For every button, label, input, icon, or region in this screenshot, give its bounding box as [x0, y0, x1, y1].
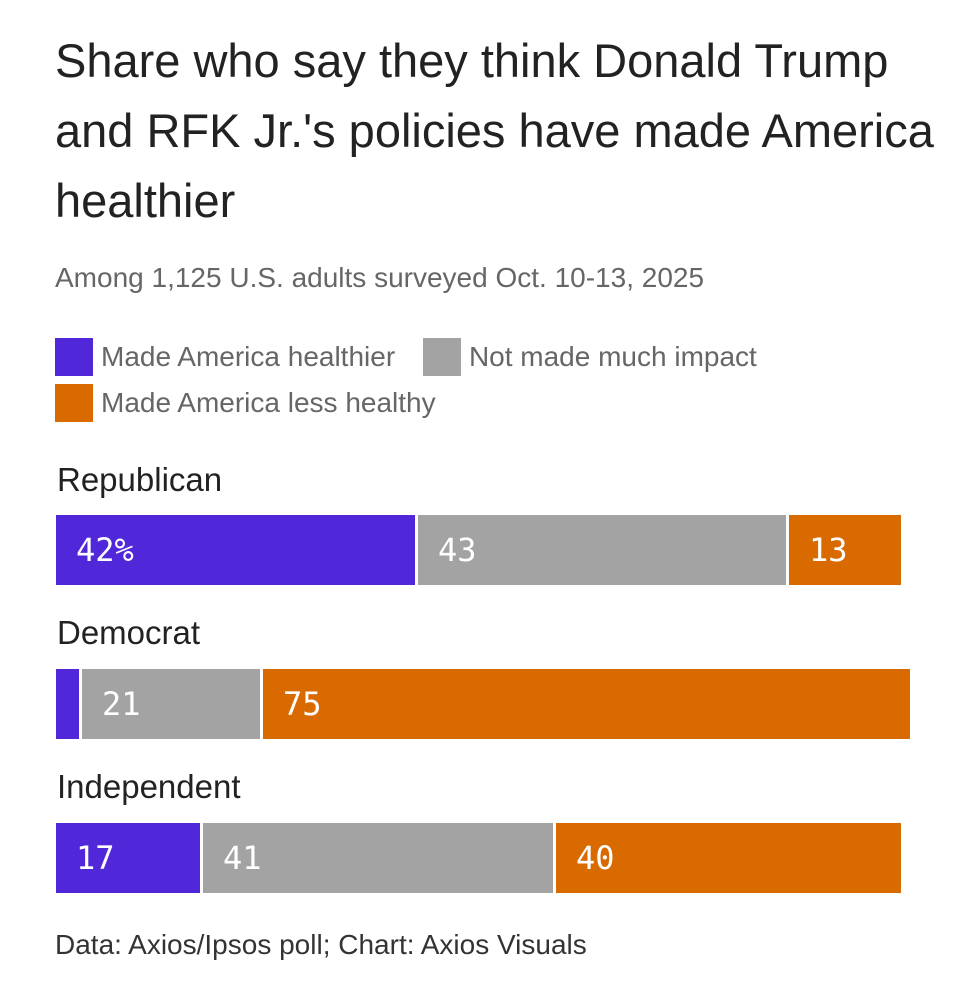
bar-segment-independent-healthier: 17 — [56, 823, 203, 893]
data-label-independent-less-healthy: 40 — [576, 839, 615, 877]
category-label-independent: Independent — [57, 768, 241, 805]
chart-title: Share who say they think Donald Trump an… — [55, 34, 934, 227]
data-label-republican-no-impact: 43 — [438, 531, 477, 569]
legend: Made America healthier Not made much imp… — [55, 334, 815, 426]
legend-swatch-no-impact — [422, 338, 461, 376]
data-label-democrat-less-healthy: 75 — [283, 685, 322, 723]
bar-row-republican: 42% 43 13 — [56, 515, 901, 585]
data-label-republican-less-healthy: 13 — [809, 531, 848, 569]
data-label-republican-healthier: 42% — [76, 531, 134, 569]
category-label-republican: Republican — [57, 461, 223, 498]
bar-segment-republican-healthier: 42% — [56, 515, 418, 585]
legend-label-less-healthy: Made America less healthy — [101, 387, 436, 418]
bar-segment-democrat-healthier — [56, 669, 82, 739]
legend-swatch-less-healthy — [55, 384, 93, 422]
bar-segment-independent-less-healthy: 40 — [556, 823, 901, 893]
legend-swatch-healthier — [55, 338, 93, 376]
bar-segment-democrat-no-impact: 21 — [82, 669, 263, 739]
data-label-independent-no-impact: 41 — [223, 839, 262, 877]
data-label-independent-healthier: 17 — [76, 839, 115, 877]
source-note: Data: Axios/Ipsos poll; Chart: Axios Vis… — [55, 929, 587, 960]
legend-label-healthier: Made America healthier — [101, 341, 396, 372]
bar-row-independent: 17 41 40 — [56, 823, 901, 893]
legend-label-no-impact: Not made much impact — [468, 341, 757, 372]
bar-segment-independent-no-impact: 41 — [203, 823, 556, 893]
bar-segment-republican-less-healthy: 13 — [789, 515, 901, 585]
bar-segment-democrat-less-healthy: 75 — [263, 669, 910, 739]
bar-segment-republican-no-impact: 43 — [418, 515, 789, 585]
legend-item-healthier: Made America healthier — [55, 338, 403, 376]
bar-row-democrat: 21 75 — [56, 669, 910, 739]
legend-item-less-healthy: Made America less healthy — [55, 384, 436, 422]
data-label-democrat-no-impact: 21 — [102, 685, 141, 723]
chart-subtitle: Among 1,125 U.S. adults surveyed Oct. 10… — [55, 262, 705, 293]
category-label-democrat: Democrat — [57, 614, 201, 651]
legend-item-no-impact: Not made much impact — [422, 338, 757, 376]
